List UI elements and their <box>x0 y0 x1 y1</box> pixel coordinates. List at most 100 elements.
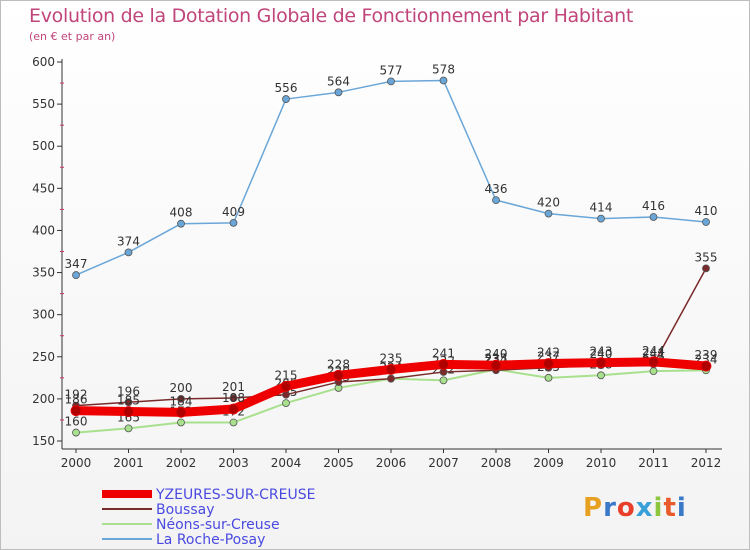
data-point <box>229 218 238 227</box>
data-point <box>439 376 448 385</box>
x-tick-label: 2005 <box>323 456 354 470</box>
data-point <box>544 209 553 218</box>
y-tick-label: 200 <box>32 392 55 406</box>
data-label: 578 <box>432 63 455 77</box>
data-label: 235 <box>380 351 403 365</box>
logo-letter: t <box>663 493 677 523</box>
data-point <box>490 359 502 371</box>
data-point <box>177 418 185 427</box>
x-tick-label: 2009 <box>533 456 564 470</box>
data-label: 347 <box>65 257 88 271</box>
data-point <box>702 218 710 226</box>
data-point <box>124 424 133 433</box>
data-point <box>177 219 185 228</box>
x-tick-label: 2000 <box>61 456 92 470</box>
data-label: 556 <box>275 81 298 95</box>
data-label: 240 <box>485 347 508 361</box>
y-tick-label: 300 <box>32 308 55 322</box>
x-tick-label: 2006 <box>376 456 407 470</box>
data-label: 188 <box>222 391 245 405</box>
data-point <box>648 356 659 368</box>
data-point <box>334 88 343 97</box>
data-point <box>70 405 82 417</box>
legend-label: La Roche-Posay <box>156 532 265 548</box>
y-tick-label: 150 <box>32 434 55 448</box>
data-point <box>282 95 290 103</box>
data-label: 228 <box>327 357 350 371</box>
data-point <box>702 264 710 273</box>
y-tick-label: 450 <box>32 181 55 195</box>
data-point <box>72 428 80 437</box>
data-label: 414 <box>590 201 613 215</box>
logo-letter: P <box>583 493 604 523</box>
data-point <box>177 394 185 403</box>
proxiti-logo: Proxiti <box>583 493 687 523</box>
chart-subtitle: (en € et par an) <box>29 30 116 43</box>
data-point <box>175 406 187 418</box>
data-label: 240 <box>590 347 613 361</box>
data-label: 201 <box>222 380 245 394</box>
data-label: 564 <box>327 74 350 88</box>
data-point <box>649 367 658 375</box>
data-point <box>438 358 449 370</box>
data-point <box>544 373 553 382</box>
data-point <box>124 398 133 407</box>
data-point <box>387 77 395 86</box>
x-tick-label: 2011 <box>638 456 669 470</box>
y-tick-label: 600 <box>32 55 55 69</box>
data-point <box>280 380 292 392</box>
data-label: 374 <box>117 234 140 248</box>
data-point <box>700 360 712 372</box>
data-label: 184 <box>170 394 193 408</box>
x-tick-label: 2007 <box>428 456 459 470</box>
x-tick-label: 2001 <box>113 456 144 470</box>
data-label: 242 <box>537 346 560 360</box>
data-label: 408 <box>170 206 193 220</box>
x-tick-label: 2002 <box>166 456 197 470</box>
data-point <box>282 390 290 399</box>
x-tick-label: 2003 <box>218 456 249 470</box>
data-label: 200 <box>170 381 193 395</box>
data-label: 410 <box>695 204 718 218</box>
data-label: 239 <box>695 348 718 362</box>
data-label: 196 <box>117 384 140 398</box>
data-point <box>492 196 500 205</box>
y-tick-label: 250 <box>32 350 55 364</box>
data-label: 192 <box>65 388 88 402</box>
data-point <box>543 358 554 369</box>
data-point <box>228 403 239 415</box>
data-point <box>385 364 397 375</box>
data-label: 577 <box>380 63 403 77</box>
legend-label: YZEURES-SUR-CREUSE <box>155 487 315 503</box>
data-label: 186 <box>65 393 88 407</box>
data-label: 355 <box>695 250 718 264</box>
data-point <box>333 369 344 381</box>
y-tick-label: 550 <box>32 97 55 111</box>
logo-letter: i <box>676 493 687 523</box>
data-point <box>595 357 607 369</box>
data-point <box>123 406 134 417</box>
x-tick-label: 2008 <box>481 456 512 470</box>
data-label: 436 <box>485 182 508 196</box>
logo-letter: o <box>616 493 636 523</box>
logo-letter: r <box>603 493 617 523</box>
legend-label: Néons-sur-Creuse <box>156 517 280 533</box>
data-label: 416 <box>642 199 665 213</box>
y-tick-label: 350 <box>32 266 55 280</box>
data-label: 215 <box>275 368 298 382</box>
legend-label: Boussay <box>156 502 215 518</box>
chart-title: Evolution de la Dotation Globale de Fonc… <box>29 5 634 27</box>
logo-letter: i <box>653 493 664 523</box>
x-tick-label: 2012 <box>691 456 722 470</box>
data-label: 420 <box>537 196 560 210</box>
data-label: 185 <box>117 394 140 408</box>
y-tick-label: 400 <box>32 223 55 237</box>
data-point <box>229 394 238 402</box>
series-line <box>75 79 707 276</box>
data-label: 243 <box>590 345 613 359</box>
data-point <box>597 371 605 380</box>
data-label: 409 <box>222 205 245 219</box>
x-tick-label: 2010 <box>586 456 617 470</box>
